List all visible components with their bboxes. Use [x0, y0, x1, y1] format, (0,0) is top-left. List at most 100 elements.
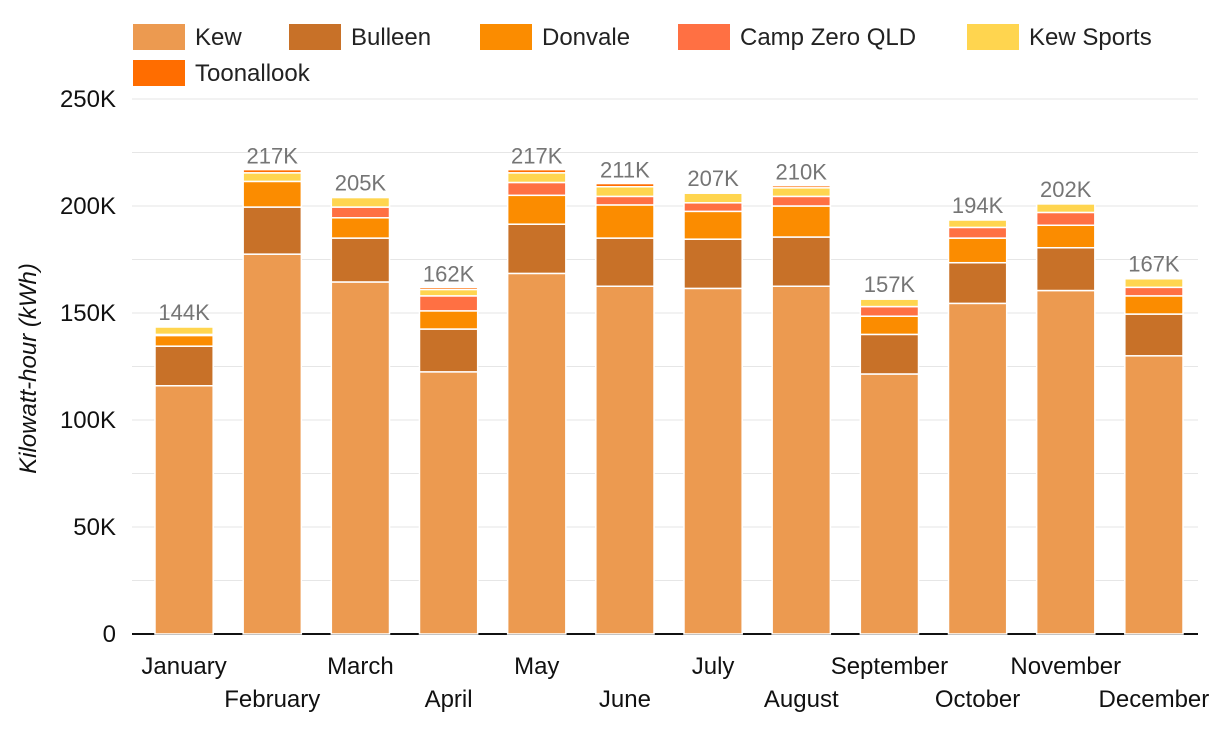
bar-segment-camp-zero-qld[interactable]	[771, 195, 832, 207]
bar-segment-kew[interactable]	[1035, 289, 1096, 635]
bar-segment-kew-sports[interactable]	[418, 288, 479, 297]
bar-stack-december[interactable]	[1124, 276, 1184, 635]
bar-segment-toonallook[interactable]	[242, 168, 303, 174]
bar-segment-kew[interactable]	[771, 285, 832, 635]
bar-segment-donvale[interactable]	[506, 194, 567, 225]
legend-item-kew-sports[interactable]: Kew Sports	[967, 24, 1152, 51]
bar-segment-bulleen[interactable]	[683, 238, 743, 290]
bar-segment-kew-sports[interactable]	[154, 326, 214, 336]
bar-segment-donvale[interactable]	[154, 334, 214, 347]
bar-segment-kew-sports[interactable]	[859, 298, 920, 308]
bar-segment-toonallook[interactable]	[418, 286, 479, 291]
legend-item-donvale[interactable]: Donvale	[480, 24, 630, 51]
bar-segment-kew[interactable]	[242, 253, 303, 635]
bar-segment-camp-zero-qld[interactable]	[506, 181, 567, 197]
bar-segment-donvale[interactable]	[683, 210, 743, 240]
bar-segment-bulleen[interactable]	[1035, 246, 1096, 292]
bar-segment-kew-sports[interactable]	[506, 172, 567, 184]
bar-total-labels: 144K 217K 205K 162K 217K 211K 207K 210K 157K 194K…	[158, 144, 1180, 325]
bar-segment-toonallook[interactable]	[1124, 276, 1184, 280]
bar-segment-toonallook[interactable]	[595, 182, 655, 188]
bar-segment-camp-zero-qld[interactable]	[1035, 211, 1096, 227]
bar-stack-august[interactable]	[771, 184, 832, 635]
bar-segment-donvale[interactable]	[947, 237, 1008, 264]
bar-stack-september[interactable]	[859, 297, 920, 635]
bar-stack-may[interactable]	[506, 168, 567, 635]
bar-total-label: 157K	[864, 272, 916, 297]
bar-segment-toonallook[interactable]	[859, 297, 920, 300]
bar-segment-bulleen[interactable]	[242, 206, 303, 255]
legend-label: Bulleen	[351, 24, 431, 51]
bar-segment-kew-sports[interactable]	[771, 187, 832, 198]
bar-segment-donvale[interactable]	[771, 205, 832, 238]
bar-segment-camp-zero-qld[interactable]	[1124, 286, 1184, 297]
bar-segment-kew[interactable]	[859, 373, 920, 635]
bar-segment-bulleen[interactable]	[771, 236, 832, 287]
legend-item-bulleen[interactable]: Bulleen	[289, 24, 431, 51]
bar-segment-kew-sports[interactable]	[330, 196, 391, 208]
bar-segment-donvale[interactable]	[595, 204, 655, 239]
bar-segment-kew-sports[interactable]	[947, 219, 1008, 229]
bar-stack-november[interactable]	[1035, 202, 1096, 635]
bar-segment-toonallook[interactable]	[1035, 202, 1096, 205]
bar-segment-toonallook[interactable]	[330, 195, 391, 199]
bar-segment-toonallook[interactable]	[506, 168, 567, 174]
bar-segment-bulleen[interactable]	[595, 237, 655, 288]
bar-segment-camp-zero-qld[interactable]	[947, 226, 1008, 239]
bar-segment-camp-zero-qld[interactable]	[418, 295, 479, 312]
bar-segment-kew-sports[interactable]	[1035, 203, 1096, 214]
bar-segment-kew-sports[interactable]	[1124, 278, 1184, 289]
bar-segment-donvale[interactable]	[242, 180, 303, 208]
bar-segment-kew[interactable]	[683, 287, 743, 635]
bar-total-label: 194K	[952, 193, 1004, 218]
bar-segment-kew[interactable]	[154, 385, 214, 635]
bar-stack-january[interactable]	[154, 325, 214, 635]
bar-segment-donvale[interactable]	[418, 310, 479, 330]
legend-label: Toonallook	[195, 60, 311, 87]
bar-segment-kew[interactable]	[1124, 355, 1184, 635]
bar-stack-october[interactable]	[947, 218, 1008, 635]
bar-segment-donvale[interactable]	[330, 217, 391, 239]
bar-segment-camp-zero-qld[interactable]	[859, 305, 920, 317]
bar-segment-kew[interactable]	[418, 371, 479, 635]
bar-segment-kew[interactable]	[595, 285, 655, 635]
bar-segment-camp-zero-qld[interactable]	[595, 195, 655, 206]
bar-segment-bulleen[interactable]	[418, 328, 479, 373]
bar-total-label: 217K	[511, 144, 563, 169]
bar-segment-kew-sports[interactable]	[683, 192, 743, 204]
bar-segment-bulleen[interactable]	[330, 237, 391, 283]
bar-total-label: 207K	[687, 166, 739, 191]
bar-stack-april[interactable]	[418, 286, 479, 635]
bar-segment-donvale[interactable]	[1124, 295, 1184, 315]
legend-label: Kew Sports	[1029, 24, 1152, 51]
bar-stack-march[interactable]	[330, 195, 391, 635]
y-axis-label: Kilowatt-hour (kWh)	[15, 263, 42, 474]
bar-stack-february[interactable]	[242, 168, 303, 635]
bar-segment-bulleen[interactable]	[859, 333, 920, 375]
bar-segment-kew-sports[interactable]	[595, 185, 655, 198]
bar-segment-toonallook[interactable]	[154, 325, 214, 328]
legend-item-toonallook[interactable]: Toonallook	[133, 60, 311, 87]
legend-label: Donvale	[542, 24, 630, 51]
x-axis-ticks: January February March April May June July Augu…	[141, 653, 1209, 713]
bar-segment-bulleen[interactable]	[154, 345, 214, 387]
bar-segment-camp-zero-qld[interactable]	[683, 202, 743, 213]
bar-segment-donvale[interactable]	[1035, 224, 1096, 249]
bar-stack-june[interactable]	[595, 182, 655, 635]
legend-item-kew[interactable]: Kew	[133, 24, 242, 51]
bar-segment-toonallook[interactable]	[771, 184, 832, 189]
bar-segment-kew-sports[interactable]	[242, 172, 303, 183]
bar-segment-camp-zero-qld[interactable]	[330, 206, 391, 219]
bar-segment-kew[interactable]	[506, 272, 567, 635]
bar-segment-toonallook[interactable]	[947, 218, 1008, 221]
legend-item-camp-zero-qld[interactable]: Camp Zero QLD	[678, 24, 916, 51]
y-tick-label: 250K	[60, 86, 116, 113]
bar-segment-bulleen[interactable]	[947, 261, 1008, 305]
bar-segment-donvale[interactable]	[859, 315, 920, 336]
bar-segment-kew[interactable]	[947, 302, 1008, 635]
bar-stack-july[interactable]	[683, 191, 743, 635]
bar-segment-toonallook[interactable]	[683, 191, 743, 194]
bar-segment-bulleen[interactable]	[506, 223, 567, 275]
bar-segment-kew[interactable]	[330, 281, 391, 635]
bar-segment-bulleen[interactable]	[1124, 313, 1184, 357]
